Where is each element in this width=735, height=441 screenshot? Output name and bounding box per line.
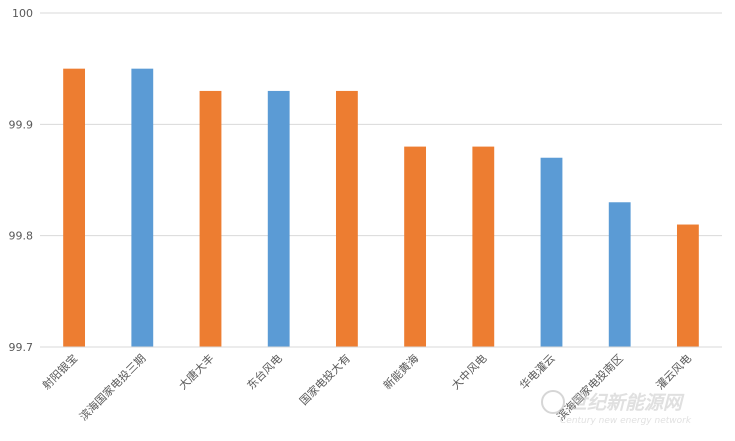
bar: [540, 157, 563, 347]
watermark: 世纪新能源网 Century new energy network: [541, 390, 692, 426]
y-tick-label: 99.8: [9, 230, 34, 243]
y-tick-label: 100: [12, 7, 33, 20]
y-axis-tick-labels: 99.7 99.8 99.9 100: [9, 7, 34, 354]
bar: [676, 224, 699, 347]
bar: [267, 90, 290, 347]
x-category-label: 国家电投大有: [296, 351, 353, 408]
x-category-label: 大唐大丰: [176, 351, 217, 392]
bar: [608, 202, 631, 347]
x-category-label: 灌云风电: [654, 352, 694, 392]
bar: [335, 90, 358, 347]
x-category-label: 射阳银宝: [39, 351, 80, 392]
watermark-logo-icon: [541, 390, 565, 414]
x-category-label: 东台风电: [244, 351, 285, 392]
x-category-label: 大中风电: [448, 351, 489, 392]
bar: [472, 146, 495, 347]
x-category-label: 华电灌云: [517, 351, 558, 392]
x-category-label: 滨海国家电投三期: [76, 351, 148, 423]
y-tick-label: 99.9: [9, 118, 34, 131]
watermark-en: Century new energy network: [560, 416, 692, 426]
y-tick-label: 99.7: [9, 341, 34, 354]
bar: [199, 90, 222, 347]
bars: [63, 68, 699, 348]
x-category-label: 新能黄海: [380, 351, 421, 392]
watermark-cn: 世纪新能源网: [568, 392, 685, 414]
bar: [63, 68, 86, 348]
bar: [404, 146, 427, 347]
bar: [131, 68, 154, 348]
